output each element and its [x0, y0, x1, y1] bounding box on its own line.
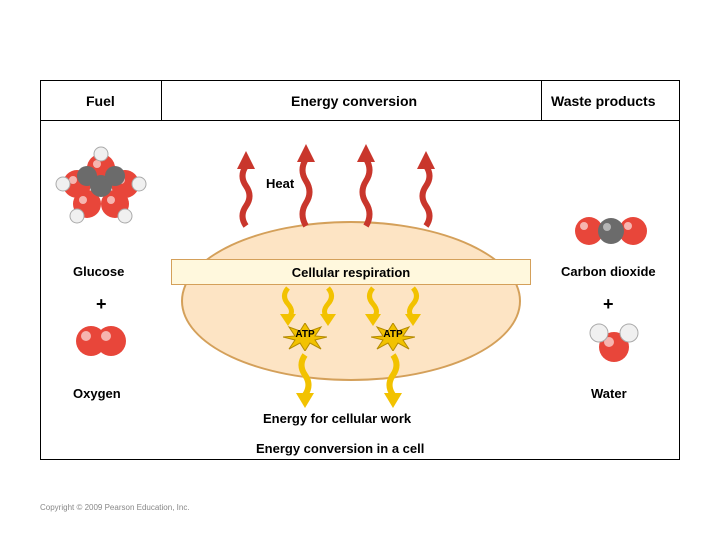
header-conversion: Energy conversion	[291, 93, 417, 109]
diagram-frame: Fuel Energy conversion Waste products He…	[40, 80, 680, 460]
atp-feed-arrow-3	[361, 286, 385, 326]
water-molecule	[586, 321, 642, 367]
heat-label: Heat	[266, 176, 294, 191]
atp-feed-arrow-1	[276, 286, 300, 326]
work-arrow-1	[293, 353, 317, 408]
header-row: Fuel Energy conversion Waste products	[41, 81, 679, 121]
oxygen-molecule	[71, 321, 131, 361]
copyright-text: Copyright © 2009 Pearson Education, Inc.	[40, 503, 190, 512]
work-arrow-2	[381, 353, 405, 408]
atp-feed-arrow-2	[316, 286, 340, 326]
col-divider-2	[541, 81, 542, 121]
plus-left: +	[96, 294, 107, 315]
oxygen-label: Oxygen	[73, 386, 121, 401]
glucose-label: Glucose	[73, 264, 124, 279]
glucose-molecule	[53, 136, 149, 226]
water-label: Water	[591, 386, 627, 401]
plus-right: +	[603, 294, 614, 315]
co2-molecule	[571, 211, 651, 251]
energy-work-label: Energy for cellular work	[263, 411, 411, 426]
header-waste: Waste products	[551, 93, 656, 109]
atp-feed-arrow-4	[401, 286, 425, 326]
heat-arrow-2	[291, 136, 321, 231]
header-fuel: Fuel	[86, 93, 115, 109]
cellular-respiration-banner: Cellular respiration	[171, 259, 531, 285]
cell-oval	[181, 221, 521, 381]
heat-arrow-4	[411, 141, 441, 231]
heat-arrow-1	[231, 141, 261, 231]
cellular-respiration-label: Cellular respiration	[292, 265, 410, 280]
col-divider-1	[161, 81, 162, 121]
atp-burst-2: ATP	[371, 323, 415, 351]
atp-label-2: ATP	[371, 329, 415, 340]
heat-arrow-3	[351, 136, 381, 231]
co2-label: Carbon dioxide	[561, 264, 656, 279]
atp-label-1: ATP	[283, 329, 327, 340]
figure-caption: Energy conversion in a cell	[256, 441, 424, 456]
atp-burst-1: ATP	[283, 323, 327, 351]
